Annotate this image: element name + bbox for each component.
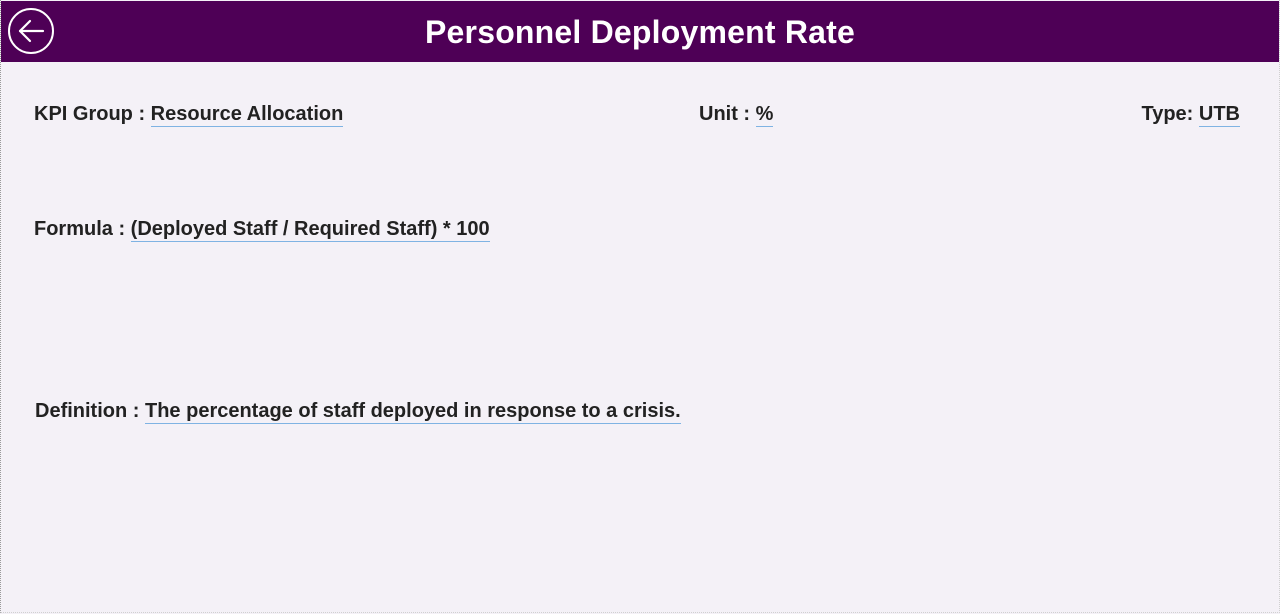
back-button[interactable]: [8, 8, 54, 54]
definition-field: Definition : The percentage of staff dep…: [35, 400, 681, 424]
formula-field: Formula : (Deployed Staff / Required Sta…: [34, 218, 490, 242]
type-value: UTB: [1198, 103, 1240, 127]
unit-field: Unit : %: [699, 103, 774, 127]
formula-value: (Deployed Staff / Required Staff) * 100: [130, 218, 490, 242]
definition-label: Definition :: [35, 400, 145, 422]
kpi-group-label: KPI Group :: [34, 103, 151, 125]
definition-value: The percentage of staff deployed in resp…: [144, 400, 681, 424]
header-bar: Personnel Deployment Rate: [1, 1, 1279, 62]
unit-value: %: [755, 103, 774, 127]
type-field: Type: UTB: [1141, 103, 1240, 127]
page-title: Personnel Deployment Rate: [425, 14, 855, 50]
type-label: Type:: [1141, 103, 1199, 125]
formula-label: Formula :: [34, 218, 131, 240]
unit-label: Unit :: [699, 103, 756, 125]
kpi-group-field: KPI Group : Resource Allocation: [34, 103, 344, 127]
kpi-group-value: Resource Allocation: [150, 103, 344, 127]
arrow-left-icon: [18, 19, 45, 43]
